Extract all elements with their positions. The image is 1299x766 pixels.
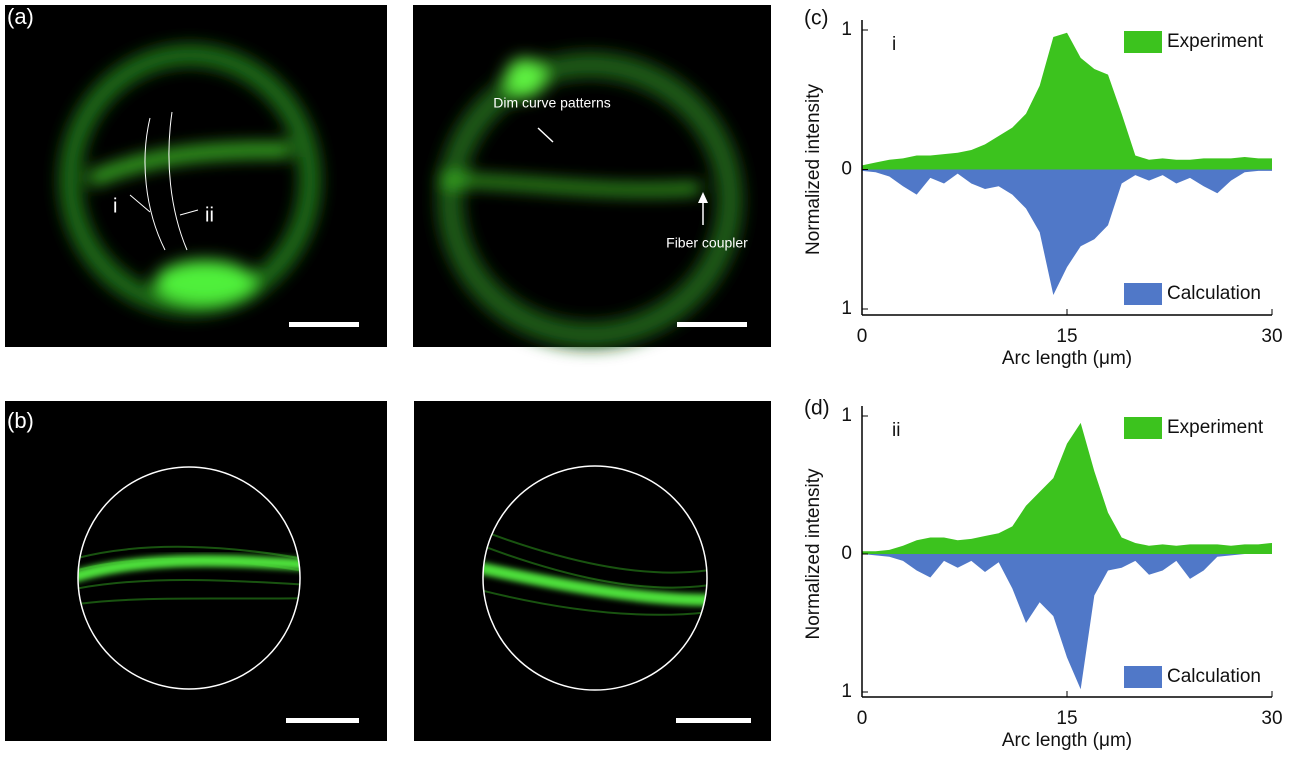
- legend-swatch: [1124, 417, 1162, 439]
- legend-swatch: [1124, 283, 1162, 305]
- micrograph: [5, 5, 387, 347]
- x-tick-label: 0: [857, 326, 868, 347]
- area: [862, 554, 1272, 690]
- x-tick-label: 30: [1261, 326, 1282, 347]
- x-tick-label: 0: [857, 708, 868, 729]
- annotation: i: [113, 195, 117, 217]
- legend-label: Experiment: [1167, 31, 1264, 52]
- annotation: Dim curve patterns: [493, 95, 610, 111]
- legend-label: Experiment: [1167, 417, 1264, 438]
- area: [862, 422, 1272, 554]
- annotation: ii: [892, 420, 900, 441]
- x-tick-label: 30: [1261, 708, 1282, 729]
- micrograph: [413, 5, 771, 348]
- y-tick-label: 1: [841, 19, 852, 40]
- panel-label: (c): [804, 7, 829, 30]
- legend-swatch: [1124, 666, 1162, 688]
- x-axis-label: Arc length (μm): [1002, 730, 1132, 751]
- x-tick-label: 15: [1056, 326, 1077, 347]
- panel-label: (d): [804, 397, 830, 420]
- y-axis-label: Normalized intensity: [803, 468, 824, 640]
- y-tick-label: 1: [841, 298, 852, 319]
- y-tick-label: 1: [841, 681, 852, 702]
- area: [862, 169, 1272, 296]
- panel-label: (b): [7, 408, 34, 433]
- y-axis-label: Normalized intensity: [803, 83, 824, 255]
- y-tick-label: 1: [841, 405, 852, 426]
- panel-label: (a): [7, 4, 34, 29]
- simulation: [414, 401, 771, 741]
- legend-label: Calculation: [1167, 283, 1261, 304]
- area: [862, 32, 1272, 170]
- annotation: Fiber coupler: [666, 235, 748, 251]
- legend-label: Calculation: [1167, 666, 1261, 687]
- legend-swatch: [1124, 31, 1162, 53]
- annotation: i: [892, 34, 896, 55]
- x-tick-label: 15: [1056, 708, 1077, 729]
- y-tick-label: 0: [841, 543, 852, 564]
- x-axis-label: Arc length (μm): [1002, 348, 1132, 369]
- simulation: [5, 401, 387, 741]
- y-tick-label: 0: [841, 159, 852, 180]
- annotation: ii: [205, 204, 214, 226]
